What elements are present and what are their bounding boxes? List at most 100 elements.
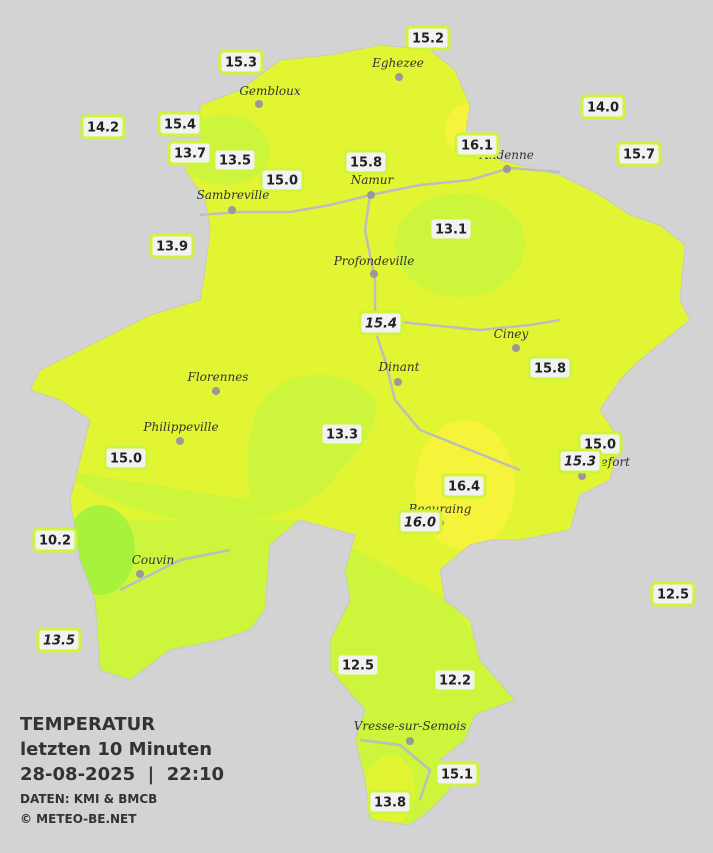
river <box>359 738 432 801</box>
station-box <box>319 421 365 447</box>
station-box <box>434 761 480 787</box>
city-label: Gembloux <box>239 84 301 98</box>
station: 16.4 <box>441 473 487 499</box>
station-value: 13.1 <box>435 223 467 238</box>
station-value: 10.2 <box>39 534 71 549</box>
legend-datetime: 28-08-2025 | 22:10 <box>20 764 224 785</box>
station-box <box>650 581 696 607</box>
city-dot <box>212 387 220 395</box>
city-dot <box>578 472 586 480</box>
station-value: 15.1 <box>441 768 473 783</box>
station-box <box>218 49 264 75</box>
city-label: Namur <box>350 173 395 187</box>
station-box <box>557 448 603 474</box>
station-value: 15.0 <box>266 174 298 189</box>
station-box <box>80 114 126 140</box>
station-box <box>428 216 474 242</box>
station-value: 13.5 <box>43 634 75 649</box>
river <box>119 548 231 592</box>
city-dot <box>176 437 184 445</box>
station: 15.0 <box>103 445 149 471</box>
station-value: 15.3 <box>564 455 596 470</box>
station-value: 13.5 <box>219 154 251 169</box>
station-value: 15.0 <box>110 452 142 467</box>
station: 14.0 <box>580 94 626 120</box>
station: 14.2 <box>80 114 126 140</box>
city-label: Philippeville <box>142 420 218 434</box>
city-dot <box>394 378 402 386</box>
station-value: 13.7 <box>174 147 206 162</box>
legend-period: letzten 10 Minuten <box>20 739 212 760</box>
station-box <box>259 167 305 193</box>
station-value: 12.5 <box>657 588 689 603</box>
station-value: 15.4 <box>365 317 397 332</box>
station-value: 15.3 <box>225 56 257 71</box>
station: 12.2 <box>432 667 478 693</box>
station-box <box>167 140 213 166</box>
city-label: Profondeville <box>333 254 415 268</box>
cities: EghezeeGemblouxAndenneNamurSambrevillePr… <box>132 56 630 745</box>
station-value: 15.7 <box>623 148 655 163</box>
station-box <box>432 667 478 693</box>
station: 15.8 <box>343 149 389 175</box>
station: 13.8 <box>367 789 413 815</box>
legend-source: DATEN: KMI & BMCB <box>20 792 157 806</box>
station: 13.7 <box>167 140 213 166</box>
station: 10.2 <box>32 527 78 553</box>
city-dot <box>512 344 520 352</box>
station-value: 15.2 <box>412 32 444 47</box>
station-box <box>32 527 78 553</box>
legend-copyright: © METEO-BE.NET <box>20 812 137 826</box>
station: 12.5 <box>335 652 381 678</box>
river <box>363 194 521 472</box>
station-value: 15.8 <box>350 156 382 171</box>
station-box <box>527 355 573 381</box>
station-box <box>212 147 258 173</box>
city-label: Dinant <box>378 360 420 374</box>
city-dot <box>367 191 375 199</box>
station: 13.1 <box>428 216 474 242</box>
station-box <box>454 132 500 158</box>
station-value: 16.0 <box>404 516 436 531</box>
city-label: Sambreville <box>197 188 270 202</box>
station-value: 12.2 <box>439 674 471 689</box>
station-value: 16.4 <box>448 480 480 495</box>
station: 13.5 <box>36 627 82 653</box>
station: 15.1 <box>434 761 480 787</box>
station-value: 15.8 <box>534 362 566 377</box>
station-box <box>441 473 487 499</box>
station: 13.5 <box>212 147 258 173</box>
stations: 15.2 15.3 14.0 14.2 15.4 16.1 15.7 13.7 13.5 15.8… <box>32 25 696 815</box>
station-box <box>616 141 662 167</box>
station-box <box>103 445 149 471</box>
station: 15.4 <box>157 111 203 137</box>
station: 15.7 <box>616 141 662 167</box>
legend-title: TEMPERATUR <box>20 714 155 735</box>
river <box>379 318 561 332</box>
city-label: Florennes <box>187 370 249 384</box>
city-dot <box>503 165 511 173</box>
station: 13.3 <box>319 421 365 447</box>
station-box <box>358 310 404 336</box>
station-box <box>367 789 413 815</box>
city-label: Eghezee <box>371 56 424 70</box>
station-value: 12.5 <box>342 659 374 674</box>
station-value: 13.3 <box>326 428 358 443</box>
station: 15.0 <box>259 167 305 193</box>
station-box <box>36 627 82 653</box>
station: 15.3 <box>218 49 264 75</box>
station-box <box>157 111 203 137</box>
city-dot <box>228 206 236 214</box>
zone-cool <box>395 193 525 297</box>
city-label: Couvin <box>132 553 174 567</box>
station: 15.2 <box>405 25 451 51</box>
station-box <box>343 149 389 175</box>
city-label: Vresse-sur-Semois <box>354 719 467 733</box>
city-dot <box>370 270 378 278</box>
city-dot <box>136 570 144 578</box>
city-dot <box>395 73 403 81</box>
station-value: 13.8 <box>374 796 406 811</box>
station-box <box>335 652 381 678</box>
city-dot <box>406 737 414 745</box>
